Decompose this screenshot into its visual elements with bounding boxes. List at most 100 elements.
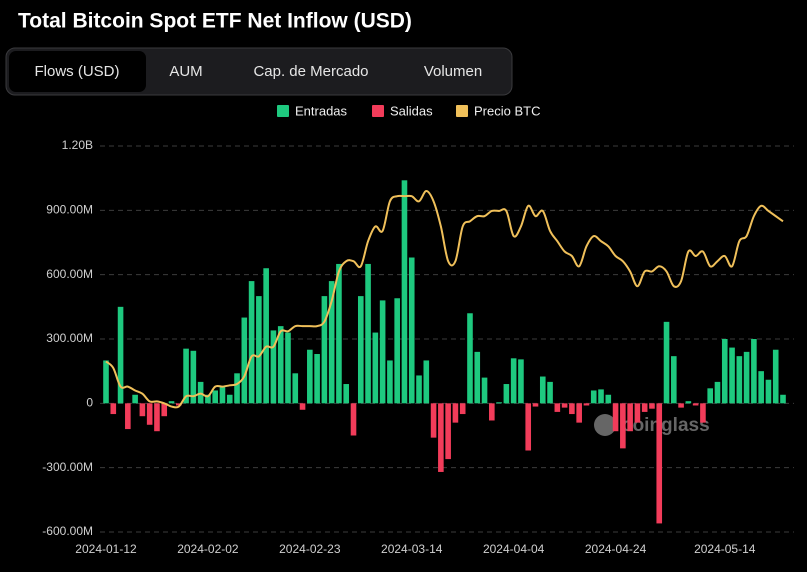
bar [110,403,117,415]
bar [671,356,677,404]
bar [721,339,728,404]
bar [343,384,350,404]
bar [692,403,699,406]
bar [481,377,488,404]
bar-series [110,403,706,524]
legend-label: Salidas [390,103,433,118]
bar [408,257,415,404]
bar [416,375,422,404]
x-tick-label: 2024-04-24 [585,542,647,556]
bar [583,403,590,406]
bar [620,403,626,449]
bar [256,296,262,404]
bar [423,360,430,404]
bar [510,358,517,404]
bar [379,300,386,404]
bar [678,403,684,408]
bar [219,386,226,404]
bar [336,263,342,404]
bar [525,403,532,451]
y-tick-label: 0 [86,396,93,410]
bar [307,349,313,404]
x-tick-label: 2024-01-12 [75,542,137,556]
y-tick-label: 300.00M [46,331,93,345]
bar [161,403,168,417]
bar [751,339,757,404]
bar [234,373,240,404]
tab[interactable]: AUM [169,63,202,80]
bar [452,403,459,423]
bar [445,403,451,460]
bar [430,403,437,438]
x-tick-label: 2024-02-23 [279,542,341,556]
bar [372,332,379,404]
bar [503,384,510,404]
bar [605,394,612,404]
tab[interactable]: Flows (USD) [35,63,120,80]
y-tick-label: 900.00M [46,203,93,217]
bar [663,321,670,404]
bar [175,403,182,406]
bar [103,360,109,404]
x-tick-label: 2024-05-14 [694,542,756,556]
bar [285,332,291,404]
bar [496,402,502,404]
bar [154,403,160,432]
watermark-icon [594,414,616,436]
bar [598,389,604,404]
bar [321,296,328,404]
bar [226,394,233,404]
bar [350,403,357,436]
bar [547,381,553,404]
bar [641,403,648,412]
bar [772,349,779,404]
bar [743,351,750,404]
bar [685,401,692,404]
bar [277,326,284,404]
bar [765,379,772,404]
bar [736,356,743,404]
bar [780,394,786,404]
bar [590,390,597,404]
y-tick-label: -600.00M [42,524,93,538]
tab[interactable]: Cap. de Mercado [253,63,368,80]
x-tick-label: 2024-03-14 [381,542,443,556]
watermark-text: coinglass [622,415,710,436]
y-tick-label: 600.00M [46,267,93,281]
bar [168,401,175,404]
bar [569,403,575,415]
bar [190,350,197,404]
legend-swatch [372,105,384,117]
legend-label: Entradas [295,103,348,118]
bar [132,394,138,404]
bar-series [103,180,786,404]
bar [707,388,714,404]
legend-swatch [277,105,289,117]
bar [314,354,320,404]
bar [365,263,371,404]
bar [299,403,306,410]
bar [270,330,277,404]
watermark: coinglass [594,414,710,436]
bar [212,390,218,404]
bar [612,403,619,432]
chart-title: Total Bitcoin Spot ETF Net Inflow (USD) [18,10,412,33]
bar [459,403,466,415]
bar [649,403,655,409]
bar [714,381,721,404]
bar [634,403,641,423]
bar [197,381,204,404]
bar [474,351,481,404]
bar [489,403,495,421]
bar [241,317,248,404]
bar [146,403,153,425]
bar [292,373,299,404]
bar [328,281,335,404]
bar [401,180,408,404]
tab[interactable]: Volumen [424,63,482,80]
bar [627,403,633,432]
y-tick-label: -300.00M [42,460,93,474]
bar [438,403,444,472]
